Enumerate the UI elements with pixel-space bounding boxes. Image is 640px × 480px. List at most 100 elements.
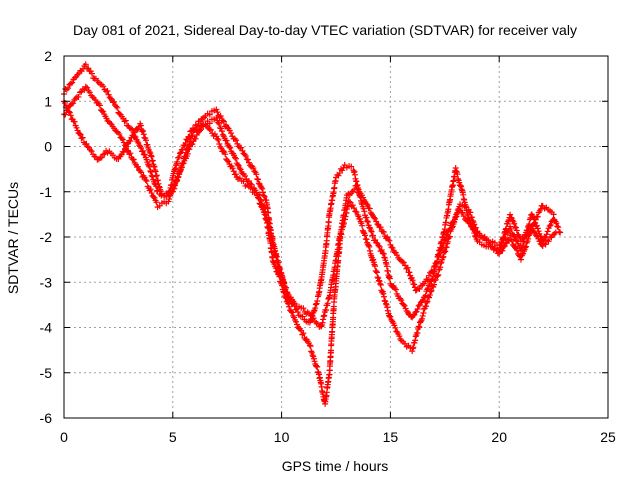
data-point <box>186 141 193 148</box>
data-point <box>85 65 92 72</box>
data-point <box>231 154 238 161</box>
data-point <box>174 174 181 181</box>
data-point <box>306 342 313 349</box>
data-point <box>267 240 274 247</box>
y-tick-label: -3 <box>40 274 53 290</box>
data-point <box>544 228 551 235</box>
chart-grid <box>64 56 608 418</box>
data-point <box>69 79 76 86</box>
data-point <box>63 86 70 93</box>
data-point <box>176 150 183 157</box>
data-point <box>377 281 384 288</box>
data-point <box>154 187 161 194</box>
data-point <box>232 171 239 178</box>
data-point <box>240 178 247 185</box>
data-point <box>229 165 236 172</box>
data-point <box>260 189 267 196</box>
data-point <box>432 276 439 283</box>
data-point <box>124 141 131 148</box>
data-point <box>443 232 450 239</box>
data-point <box>291 300 298 307</box>
data-point <box>497 242 504 249</box>
data-point <box>416 324 423 331</box>
data-point <box>206 126 213 133</box>
x-tick-label: 0 <box>60 429 68 445</box>
x-tick-label: 5 <box>169 429 177 445</box>
data-point <box>514 238 521 245</box>
data-point <box>403 265 410 272</box>
data-point <box>373 268 380 275</box>
data-point <box>430 264 437 271</box>
data-point <box>384 307 391 314</box>
data-point <box>92 96 99 103</box>
data-point <box>99 108 106 115</box>
data-point <box>538 233 545 240</box>
data-point <box>220 148 227 155</box>
data-point <box>372 236 379 243</box>
data-point <box>143 178 150 185</box>
data-point <box>424 276 431 283</box>
data-point <box>381 297 388 304</box>
data-point <box>145 162 152 169</box>
data-point <box>553 220 560 227</box>
data-point <box>503 240 510 247</box>
data-point <box>377 280 384 287</box>
data-point <box>416 286 423 293</box>
data-point <box>187 138 194 145</box>
data-point <box>348 163 355 170</box>
data-point <box>525 223 531 230</box>
data-point <box>388 244 395 251</box>
data-point <box>192 121 199 128</box>
data-point <box>428 287 435 294</box>
data-point <box>537 206 544 213</box>
data-point <box>410 312 417 319</box>
data-point <box>119 136 126 143</box>
data-point <box>310 308 317 315</box>
data-point <box>396 333 403 340</box>
data-point <box>362 232 369 239</box>
data-point <box>423 299 430 306</box>
data-point <box>114 104 121 111</box>
data-point <box>219 117 226 124</box>
data-point <box>436 250 443 257</box>
data-point <box>445 227 452 234</box>
data-point <box>519 242 526 249</box>
data-point <box>313 320 320 327</box>
data-point <box>446 226 453 233</box>
data-point <box>141 151 148 158</box>
data-point <box>259 185 266 192</box>
data-point <box>177 168 184 175</box>
data-point <box>437 264 444 271</box>
data-point <box>104 87 111 94</box>
data-point <box>335 172 342 179</box>
data-point <box>425 272 432 279</box>
data-point <box>353 185 360 192</box>
data-point <box>415 302 422 309</box>
data-point <box>238 144 245 151</box>
data-point <box>84 143 91 150</box>
data-point <box>529 212 536 219</box>
data-point <box>481 233 488 240</box>
data-point <box>100 83 107 90</box>
data-point <box>193 132 200 139</box>
data-point <box>312 362 319 369</box>
x-tick-label: 15 <box>383 429 399 445</box>
data-point <box>88 70 95 77</box>
data-point <box>409 277 416 284</box>
data-point <box>176 154 183 161</box>
data-point <box>374 274 381 281</box>
data-point <box>435 271 442 278</box>
data-point <box>147 186 154 193</box>
data-point <box>376 243 383 250</box>
data-point <box>398 297 405 304</box>
data-point <box>147 168 154 175</box>
data-point <box>312 305 319 312</box>
data-point <box>435 266 442 273</box>
y-tick-label: -4 <box>40 320 53 336</box>
data-point <box>140 127 147 134</box>
data-point <box>76 130 83 137</box>
data-point <box>499 247 506 254</box>
data-point <box>414 305 421 312</box>
data-point <box>406 269 413 276</box>
